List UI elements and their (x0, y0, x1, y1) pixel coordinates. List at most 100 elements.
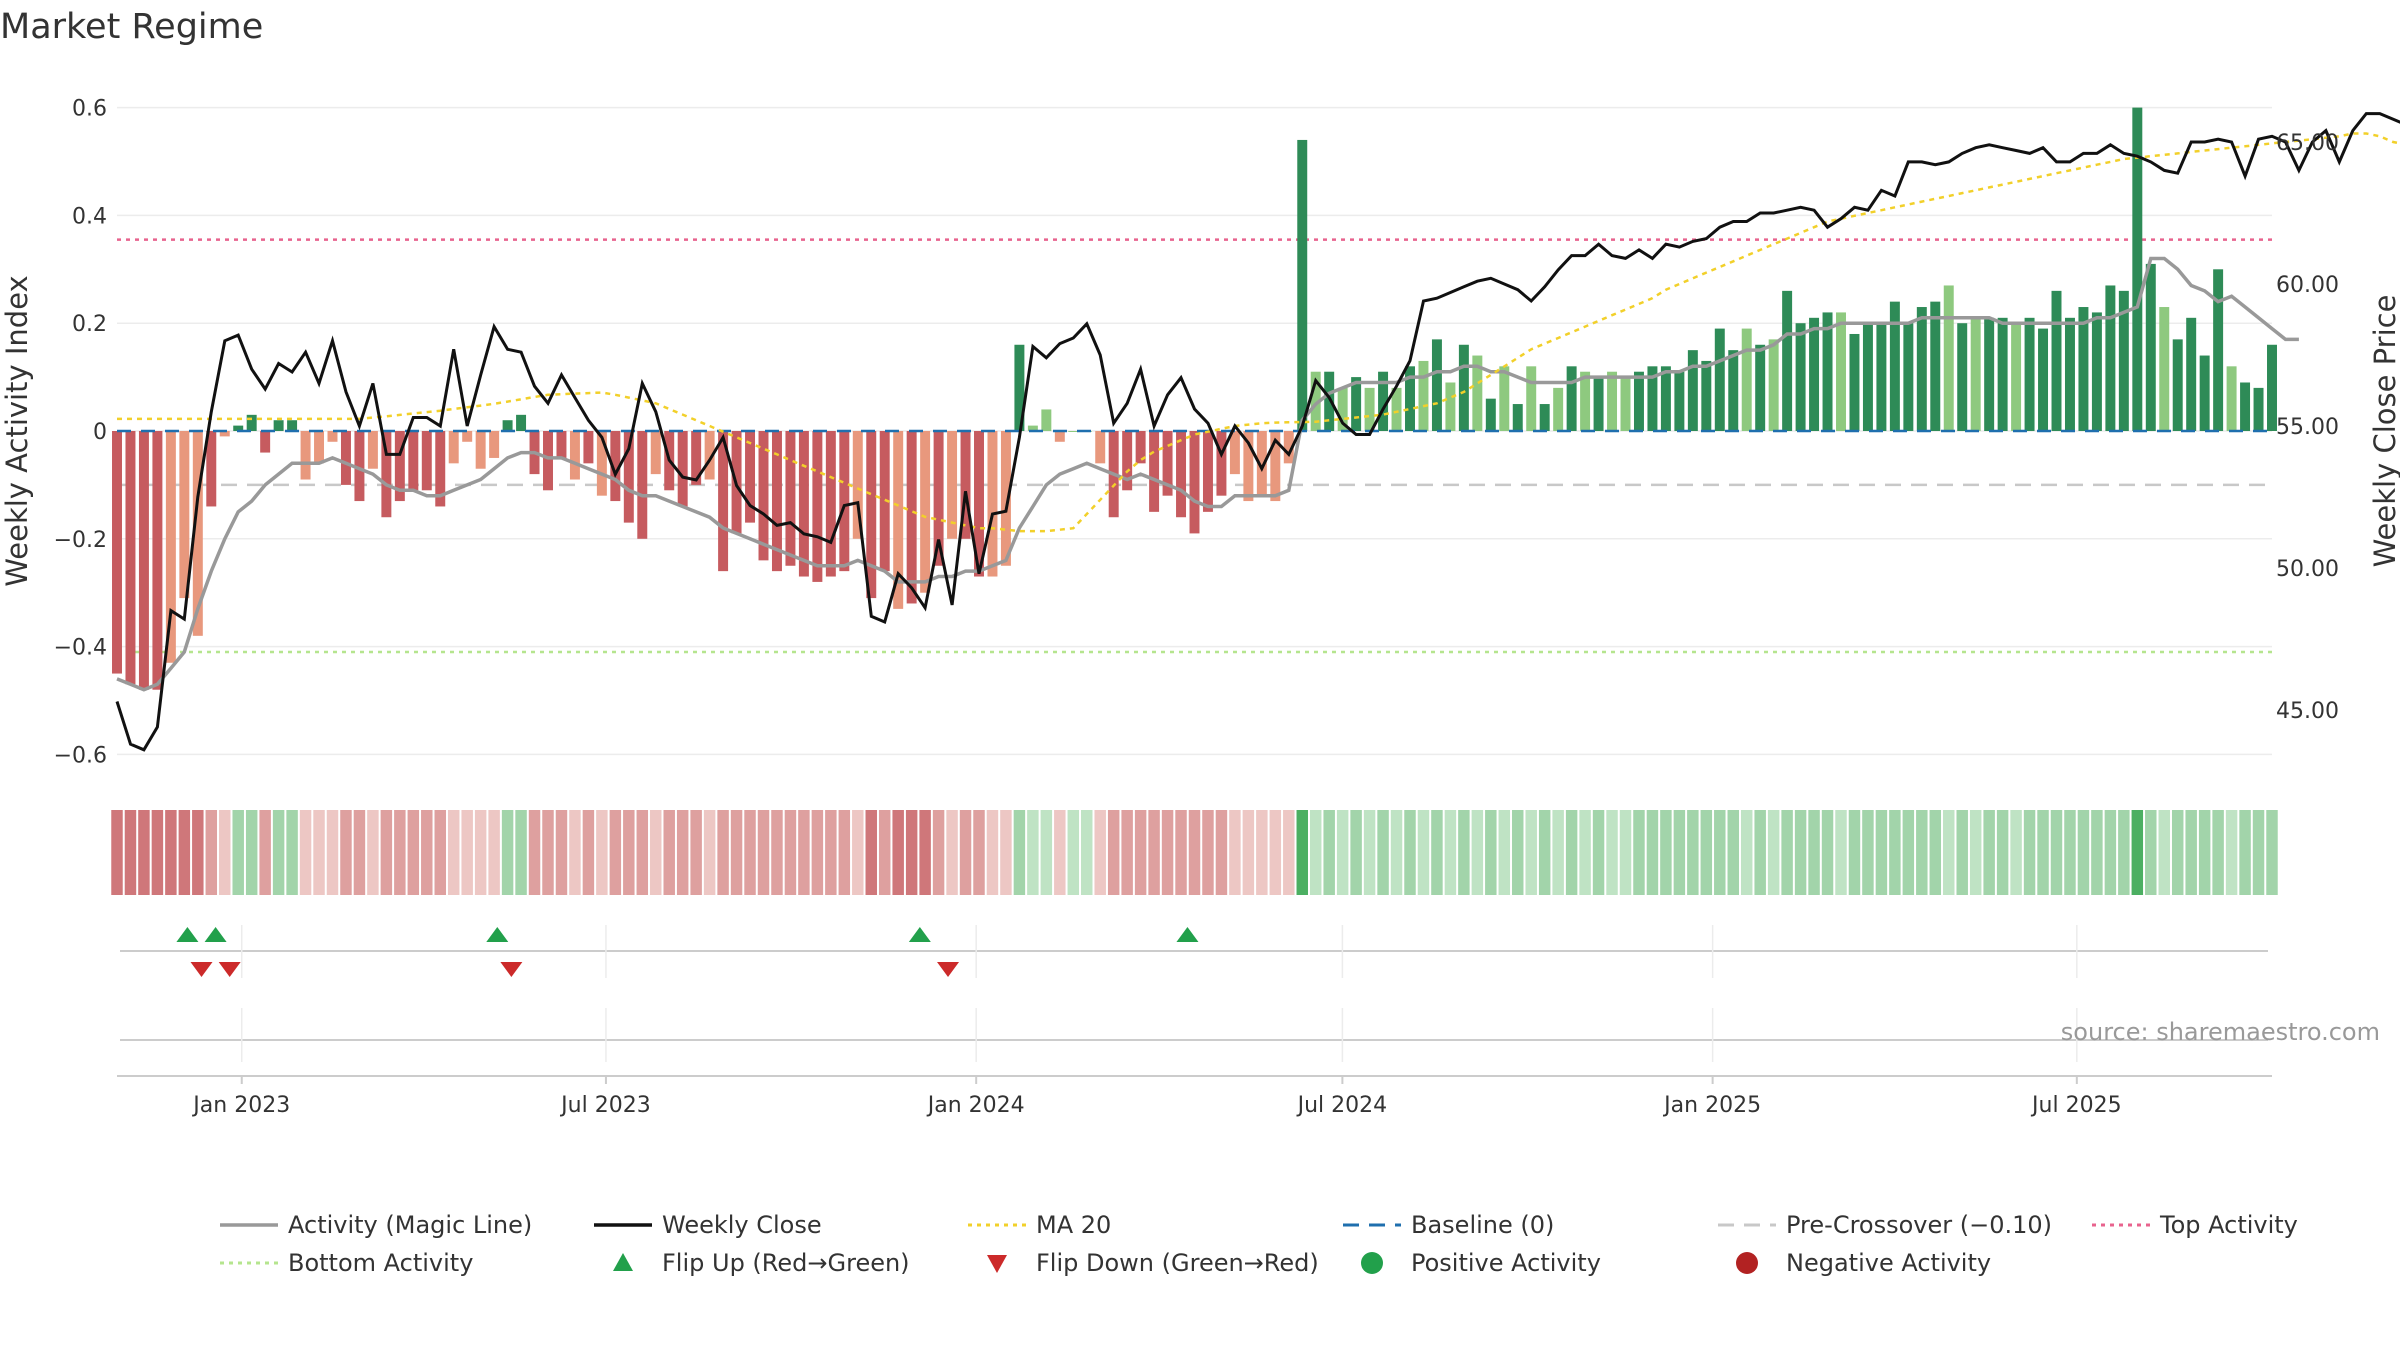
regime-cell (1188, 810, 1201, 895)
activity-bar (947, 431, 958, 539)
activity-bar (2038, 328, 2049, 431)
activity-bar (623, 431, 634, 523)
chart-title: Market Regime (0, 7, 263, 47)
regime-cell (1889, 810, 1901, 895)
regime-cell (703, 810, 716, 895)
activity-bar (1566, 366, 1577, 431)
regime-cell (2118, 810, 2130, 895)
y-right-tick-label: 60.00 (2276, 273, 2339, 298)
activity-bar (314, 431, 325, 464)
activity-bar (1243, 431, 1254, 502)
flip-markers-panel (120, 925, 2268, 1062)
activity-bar (1768, 339, 1779, 431)
activity-bar (421, 431, 432, 491)
source-attribution: source: sharemaestro.com (2061, 1018, 2380, 1046)
activity-bar (2240, 382, 2251, 431)
activity-bar (138, 431, 149, 690)
regime-cell (1902, 810, 1915, 895)
activity-bar (1472, 355, 1483, 431)
y-axis-right-label: Weekly Close Price (2368, 295, 2400, 568)
regime-cell (730, 810, 743, 895)
regime-cell (2050, 810, 2063, 895)
activity-bar (300, 431, 311, 480)
flip-up-marker (204, 927, 227, 942)
activity-bar (112, 431, 122, 674)
activity-bar (1539, 404, 1550, 431)
magic-line-series (116, 256, 2299, 692)
activity-bar (569, 431, 580, 480)
activity-bar (1216, 431, 1227, 496)
activity-bar (2145, 263, 2156, 431)
activity-bar (637, 431, 648, 539)
regime-cell (488, 810, 500, 895)
activity-bar (1593, 377, 1604, 431)
regime-cell (1175, 810, 1187, 895)
activity-bar (1526, 366, 1537, 431)
flip-down-marker (500, 962, 523, 977)
activity-bar (839, 431, 850, 572)
activity-bar (1862, 323, 1873, 431)
regime-cell (272, 810, 285, 895)
regime-cell (1606, 810, 1618, 895)
regime-cell (1943, 810, 1955, 895)
regime-cell (1862, 810, 1874, 895)
regime-cell (1714, 810, 1726, 895)
activity-bar (1310, 371, 1321, 431)
activity-bar (489, 431, 500, 458)
regime-cell (919, 810, 931, 895)
activity-bar (2172, 339, 2183, 431)
regime-cell (1458, 810, 1470, 895)
regime-cell (1835, 810, 1847, 895)
series-lines (115, 112, 2400, 752)
regime-cell (569, 810, 581, 895)
activity-bar (758, 431, 769, 561)
regime-cell (757, 810, 770, 895)
regime-cell (1969, 810, 1982, 895)
legend-label: Negative Activity (1786, 1249, 1991, 1277)
regime-cell (932, 810, 945, 895)
legend-label: MA 20 (1036, 1211, 1111, 1239)
activity-bar (516, 414, 527, 431)
activity-bar (394, 431, 405, 502)
regime-cell (1336, 810, 1349, 895)
regime-cell (421, 810, 433, 895)
legend-item: Bottom Activity (220, 1249, 473, 1277)
regime-cell (1121, 810, 1133, 895)
activity-bar (2105, 285, 2116, 431)
regime-cell (946, 810, 958, 895)
x-tick-label: Jan 2024 (926, 1093, 1025, 1118)
regime-cell (1054, 810, 1066, 895)
activity-bar (987, 431, 998, 577)
regime-cell (878, 810, 891, 895)
regime-cell (461, 810, 473, 895)
regime-cell (1081, 810, 1093, 895)
legend-item: Positive Activity (1361, 1249, 1601, 1277)
activity-bar (1795, 323, 1806, 431)
activity-bar (2226, 366, 2237, 431)
activity-bar (1000, 431, 1011, 566)
legend-label: Positive Activity (1411, 1249, 1601, 1277)
legend-item: Top Activity (2092, 1211, 2298, 1239)
regime-cell (394, 810, 406, 895)
flip-up-marker (176, 927, 199, 942)
regime-cell (838, 810, 851, 895)
regime-cell (1808, 810, 1820, 895)
activity-bar (1391, 387, 1402, 431)
regime-cell (2010, 810, 2022, 895)
activity-bar (1607, 371, 1618, 431)
activity-bar (1633, 371, 1644, 431)
activity-bar (1849, 333, 1860, 431)
activity-bar (327, 431, 338, 442)
activity-bar (1580, 371, 1591, 431)
activity-bar (1256, 431, 1267, 496)
y-left-tick-label: 0 (93, 420, 107, 445)
activity-bar (1903, 323, 1914, 431)
legend-label: Bottom Activity (288, 1249, 473, 1277)
activity-bar (1728, 350, 1739, 431)
regime-cell (1471, 810, 1484, 895)
regime-cell (1000, 810, 1012, 895)
activity-bar (1418, 360, 1429, 431)
regime-cell (636, 810, 649, 895)
activity-bar (1916, 307, 1927, 431)
activity-bar (287, 420, 298, 431)
